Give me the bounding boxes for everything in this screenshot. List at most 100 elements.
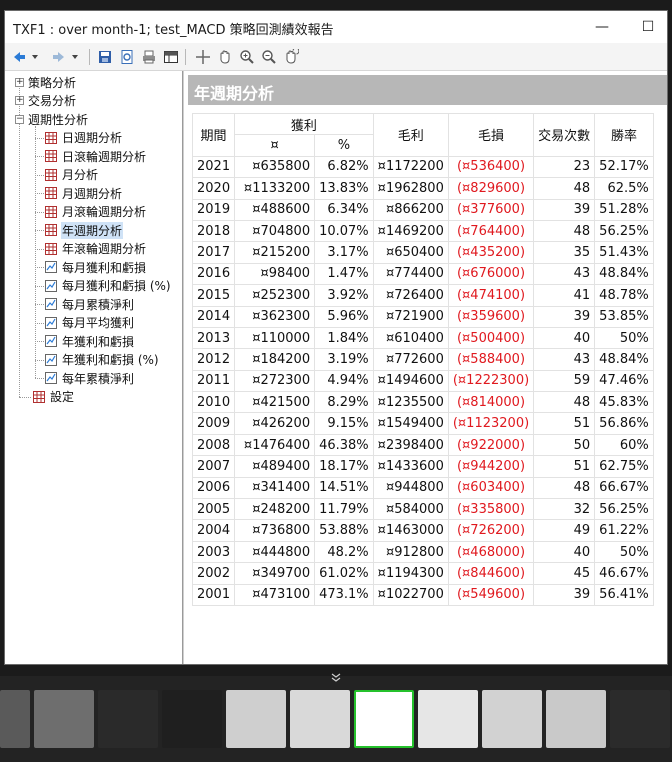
print-icon[interactable] bbox=[139, 47, 159, 67]
zoom-in-icon[interactable] bbox=[237, 47, 257, 67]
taskbar-thumbnail[interactable] bbox=[290, 690, 350, 748]
print-preview-icon[interactable] bbox=[117, 47, 137, 67]
tree-item[interactable]: 每月平均獲利 bbox=[45, 314, 135, 332]
taskbar-thumbnail[interactable] bbox=[418, 690, 478, 748]
table-icon bbox=[45, 205, 57, 218]
cell-win-rate: 52.17% bbox=[594, 155, 654, 179]
table-view-icon[interactable] bbox=[161, 47, 181, 67]
cell-win-rate: 60% bbox=[594, 433, 654, 457]
tree-item-label: 每月獲利和虧損 (%) bbox=[62, 279, 171, 293]
column-header-period[interactable]: 期間 bbox=[191, 113, 236, 157]
cell-profit: ¤272300 bbox=[234, 369, 316, 393]
minimize-button[interactable]: — bbox=[595, 19, 609, 35]
cell-profit-pct: 3.19% bbox=[314, 348, 374, 371]
tree-connector bbox=[35, 267, 44, 268]
cell-gross-loss: (¤603400) bbox=[447, 476, 535, 500]
table-row: 2012 ¤184200 3.19% ¤772600 (¤588400) 43 48.84% bbox=[191, 348, 654, 371]
tree-item[interactable]: 年週期分析 bbox=[45, 221, 124, 239]
cell-trades: 41 bbox=[533, 284, 596, 307]
cell-win-rate: 48.84% bbox=[594, 348, 654, 371]
cell-gross-loss: (¤726200) bbox=[447, 519, 535, 542]
cell-gross-profit: ¤726400 bbox=[372, 284, 449, 307]
cell-profit: ¤473100 bbox=[234, 583, 316, 606]
cell-period: 2012 bbox=[191, 348, 236, 371]
taskbar-thumbnail[interactable] bbox=[546, 690, 606, 748]
column-header-gross-loss[interactable]: 毛損 bbox=[447, 113, 535, 157]
zoom-out-icon[interactable] bbox=[259, 47, 279, 67]
column-header-profit-pct[interactable]: % bbox=[314, 134, 374, 157]
cell-gross-profit: ¤610400 bbox=[372, 326, 449, 350]
tree-item[interactable]: + 交易分析 bbox=[15, 92, 77, 110]
cell-win-rate: 48.78% bbox=[594, 284, 654, 307]
collapse-icon[interactable]: − bbox=[15, 113, 24, 124]
table-row: 2019 ¤488600 6.34% ¤866200 (¤377600) 39 51.28% bbox=[191, 198, 654, 221]
cell-profit-pct: 11.79% bbox=[314, 498, 374, 521]
table-row: 2002 ¤349700 61.02% ¤1194300 (¤844600) 45 46.6… bbox=[191, 562, 654, 585]
tree-connector bbox=[35, 193, 44, 194]
expand-icon[interactable]: + bbox=[15, 76, 24, 87]
forward-arrow-icon[interactable] bbox=[49, 47, 69, 67]
tree-item[interactable]: 每月獲利和虧損 (%) bbox=[45, 277, 172, 295]
taskbar-thumbnail[interactable] bbox=[610, 690, 670, 748]
toolbar-separator bbox=[185, 49, 186, 65]
tree-item[interactable]: 年滾輪週期分析 bbox=[45, 240, 147, 258]
hand-pan-icon[interactable] bbox=[215, 47, 235, 67]
chart-icon bbox=[45, 261, 57, 273]
cell-profit-pct: 48.2% bbox=[314, 540, 374, 564]
tree-connector bbox=[19, 82, 20, 397]
taskbar-thumbnail[interactable] bbox=[34, 690, 94, 748]
crosshair-icon[interactable] bbox=[193, 47, 213, 67]
tree-item[interactable]: 月分析 bbox=[45, 166, 99, 184]
tree-item[interactable]: 每月獲利和虧損 bbox=[45, 258, 147, 276]
column-header-profit[interactable]: 獲利 bbox=[234, 112, 374, 136]
tree-connector bbox=[35, 341, 44, 342]
cell-win-rate: 56.86% bbox=[594, 412, 654, 435]
tree-item[interactable]: 年獲利和虧損 (%) bbox=[45, 351, 160, 369]
tree-item[interactable]: − 週期性分析 bbox=[15, 110, 89, 128]
cell-profit: ¤736800 bbox=[234, 519, 316, 542]
yearly-analysis-table: 期間 獲利 毛利 毛損 交易次數 勝率 ¤ % 2021 ¤635800 6.82%… bbox=[191, 112, 654, 606]
column-header-win-rate[interactable]: 勝率 bbox=[594, 113, 654, 157]
tree-item[interactable]: 月週期分析 bbox=[45, 184, 123, 202]
cell-gross-profit: ¤1962800 bbox=[372, 177, 449, 200]
taskbar-thumbnail[interactable] bbox=[226, 690, 286, 748]
dropdown-icon[interactable] bbox=[69, 47, 81, 67]
column-header-trades[interactable]: 交易次數 bbox=[533, 113, 596, 157]
back-arrow-icon[interactable] bbox=[9, 47, 29, 67]
cell-profit: ¤215200 bbox=[234, 241, 316, 264]
reset-zoom-icon[interactable] bbox=[281, 47, 301, 67]
cell-gross-profit: ¤774400 bbox=[372, 262, 449, 286]
tree-item[interactable]: 日滾輪週期分析 bbox=[45, 147, 147, 165]
taskbar-thumbnail[interactable] bbox=[0, 690, 30, 748]
cell-profit-pct: 13.83% bbox=[314, 177, 374, 200]
tree-item[interactable]: 每年累積淨利 bbox=[45, 369, 135, 387]
cell-trades: 39 bbox=[533, 305, 596, 328]
dropdown-icon[interactable] bbox=[29, 47, 41, 67]
tree-item[interactable]: 每月累積淨利 bbox=[45, 295, 135, 313]
taskbar-thumbnail-active[interactable] bbox=[354, 690, 414, 748]
tree-item[interactable]: 日週期分析 bbox=[45, 129, 123, 147]
chevron-down-icon[interactable] bbox=[328, 672, 344, 684]
expand-icon[interactable]: + bbox=[15, 95, 24, 105]
column-header-profit-currency[interactable]: ¤ bbox=[234, 134, 316, 157]
tree-item[interactable]: 月滾輪週期分析 bbox=[45, 203, 147, 221]
taskbar-thumbnail[interactable] bbox=[162, 690, 222, 748]
column-header-gross-profit[interactable]: 毛利 bbox=[372, 113, 449, 157]
table-icon bbox=[45, 224, 57, 236]
cell-gross-profit: ¤772600 bbox=[372, 348, 449, 371]
maximize-button[interactable]: ☐ bbox=[641, 19, 655, 35]
tree-item[interactable]: 設定 bbox=[33, 388, 75, 406]
tree-item[interactable]: + 策略分析 bbox=[15, 73, 77, 91]
cell-trades: 35 bbox=[533, 241, 596, 264]
cell-period: 2015 bbox=[191, 284, 236, 307]
cell-win-rate: 48.84% bbox=[594, 262, 654, 286]
taskbar-thumbnail[interactable] bbox=[98, 690, 158, 748]
table-row: 2003 ¤444800 48.2% ¤912800 (¤468000) 40 50% bbox=[191, 540, 654, 564]
chart-icon bbox=[45, 335, 57, 347]
taskbar-thumbnail[interactable] bbox=[482, 690, 542, 748]
save-icon[interactable] bbox=[95, 47, 115, 67]
tree-item[interactable]: 年獲利和虧損 bbox=[45, 332, 135, 350]
title-bar[interactable]: TXF1 : over month-1; test_MACD 策略回測績效報告 … bbox=[5, 11, 667, 43]
cell-period: 2014 bbox=[191, 305, 236, 328]
tree-item-label: 年滾輪週期分析 bbox=[62, 242, 147, 256]
